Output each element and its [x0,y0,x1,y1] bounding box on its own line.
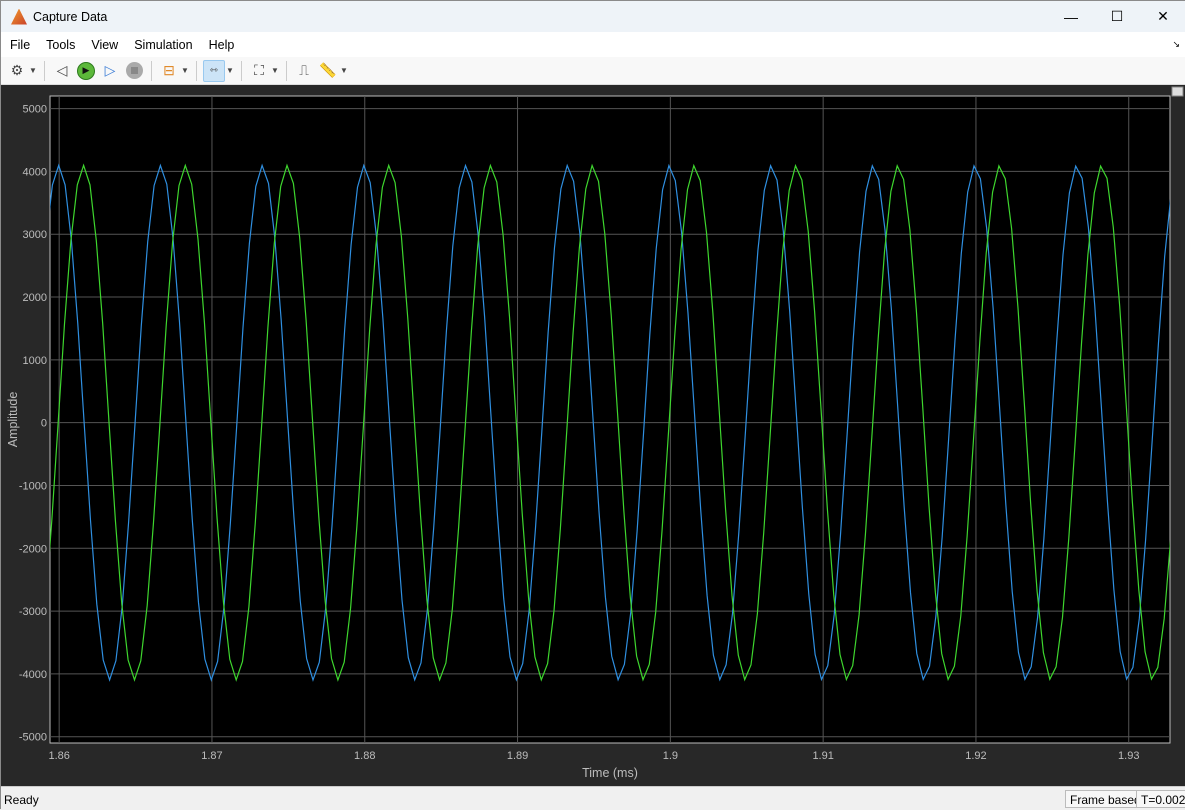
menu-simulation[interactable]: Simulation [134,37,193,52]
x-tick-label: 1.92 [965,750,986,762]
divider [286,60,287,81]
scope-display: 1.86 1.87 1.88 1.89 1.9 1.91 1.92 1.93 5000 4000 3… [1,85,1185,786]
close-button[interactable]: ✕ [1157,8,1169,24]
y-tick-label: 3000 [23,229,47,241]
divider [151,60,152,81]
matlab-logo-icon [11,8,27,25]
zoom-x-icon[interactable]: ⇿ [203,59,225,82]
y-tick-label: 1000 [23,355,47,367]
run-icon[interactable]: ▶ [75,60,97,82]
x-tick-label: 1.86 [48,750,69,762]
y-tick-label: 5000 [23,104,47,116]
menu-view[interactable]: View [91,37,119,52]
chevron-down-icon[interactable]: ▼ [226,66,234,75]
series-line-1 [50,163,1170,682]
mode-indicator: Frame based [1065,790,1146,808]
menu-tools[interactable]: Tools [46,37,76,52]
plot-background [49,95,1171,744]
menu-help[interactable]: Help [208,37,235,52]
minimize-button[interactable]: — [1064,8,1078,25]
chevron-down-icon[interactable]: ▼ [340,66,348,75]
y-tick-label: -5000 [19,732,47,744]
status-bar: Ready Frame based T=0.002 [1,786,1185,810]
time-domain-chart[interactable]: 1.86 1.87 1.88 1.89 1.9 1.91 1.92 1.93 5000 4000 3… [1,85,1185,786]
y-tick-label: 0 [41,418,47,430]
stop-icon[interactable] [123,60,145,82]
chevron-down-icon[interactable]: ▼ [29,66,37,75]
undock-icon[interactable]: ↘ [1172,39,1180,49]
sample-time-indicator: T=0.002 [1136,790,1185,808]
measurements-icon[interactable]: 📏 [319,62,337,78]
status-text: Ready [4,793,39,807]
y-tick-label: 2000 [23,292,47,304]
y-tick-label: -3000 [19,606,47,618]
y-tick-label: -1000 [19,480,47,492]
fit-axes-icon[interactable]: ⛶ [254,62,264,78]
window-title: Capture Data [33,9,108,24]
divider [44,60,45,81]
x-tick-label: 1.93 [1118,750,1139,762]
x-tick-label: 1.88 [354,750,375,762]
title-bar: Capture Data — ☐ ✕ [1,1,1185,32]
x-tick-label: 1.9 [663,750,678,762]
y-tick-label: -4000 [19,669,47,681]
gear-icon[interactable]: ⚙ [10,62,24,78]
y-tick-label: 4000 [23,166,47,178]
x-tick-label: 1.91 [812,750,833,762]
y-tick-label: -2000 [19,543,47,555]
y-axis-label: Amplitude [6,392,20,448]
divider [241,60,242,81]
chevron-down-icon[interactable]: ▼ [181,66,189,75]
maximize-button[interactable]: ☐ [1110,8,1124,24]
x-tick-label: 1.87 [201,750,222,762]
toolbar: ⚙ ▼ ◁ ▶ ▷ ⊟ ▼ ⇿ ▼ ⛶ ▼ ⎍ 📏 ▼ [1,57,1185,85]
chevron-down-icon[interactable]: ▼ [271,66,279,75]
signal-selector-icon[interactable]: ⊟ [163,62,175,78]
x-axis-label: Time (ms) [582,766,638,780]
divider [196,60,197,81]
series-line-2 [50,163,1170,682]
x-tick-label: 1.89 [507,750,528,762]
menu-file[interactable]: File [10,37,31,52]
step-forward-icon[interactable]: ▷ [104,62,116,78]
menu-bar: File Tools View Simulation Help ↘ [1,32,1185,57]
maximize-axes-icon[interactable] [1171,86,1184,97]
step-back-icon[interactable]: ◁ [56,62,68,78]
triggers-icon[interactable]: ⎍ [299,62,309,78]
